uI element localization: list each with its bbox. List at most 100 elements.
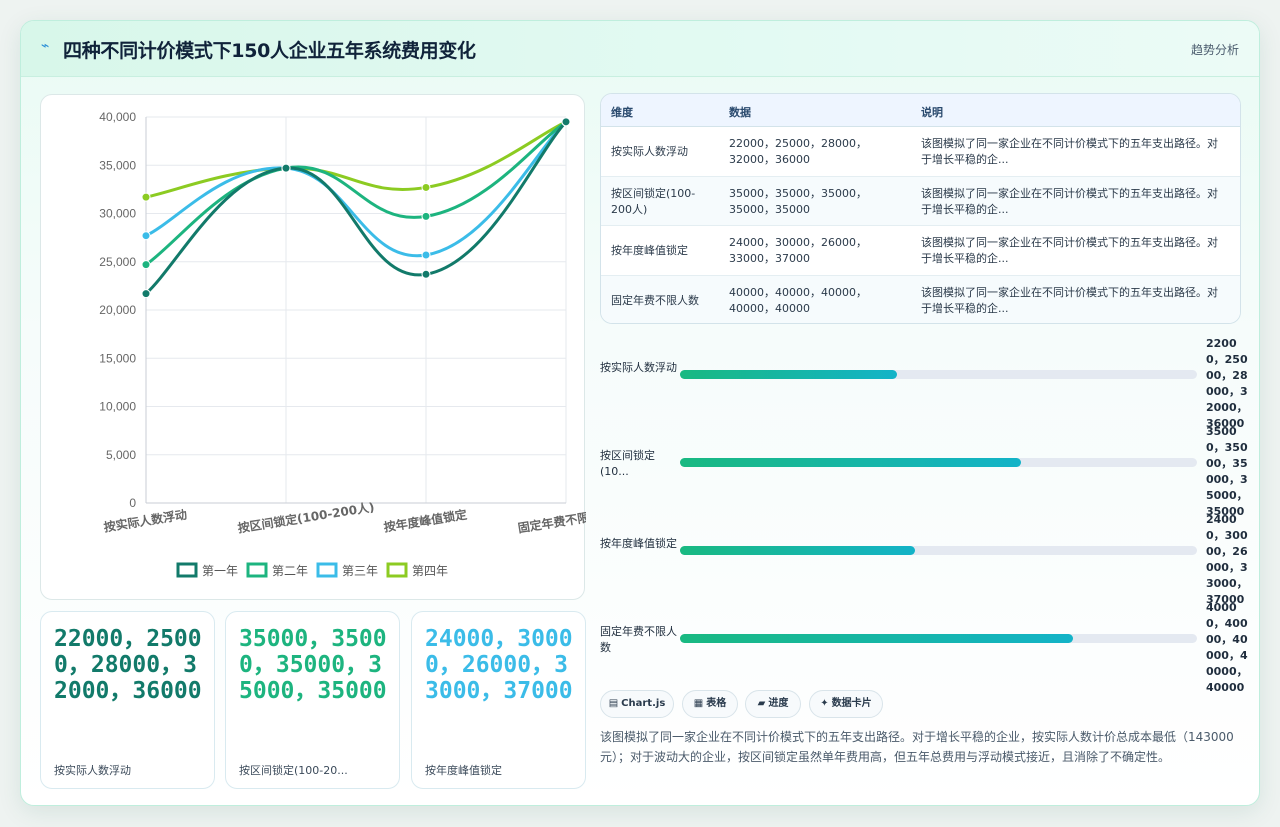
- stat-label: 按实际人数浮动: [54, 764, 131, 777]
- progress-label: 按实际人数浮动: [600, 361, 677, 374]
- stat-card-floating: 22000，25000，28000，32000，36000 按实际人数浮动: [40, 611, 215, 789]
- stat-value: 35000，35000，35000，35000，35000: [239, 626, 387, 704]
- y-tick-label: 35,000: [99, 158, 136, 172]
- data-point: [421, 211, 431, 221]
- page-title: 四种不同计价模式下150人企业五年系统费用变化: [63, 40, 476, 62]
- progress-row: 按年度峰值锁定 24000，30000，26000，33000，37000: [600, 512, 1250, 606]
- chip-label: 进度: [768, 698, 789, 709]
- cell-dimension: 按实际人数浮动: [611, 145, 688, 158]
- y-tick-label: 5,000: [106, 448, 136, 462]
- stat-card-peak-lock: 24000，30000，26000，33000，37000 按年度峰值锁定: [411, 611, 586, 789]
- y-tick-label: 25,000: [99, 255, 136, 269]
- line-chart: 40,000 35,000 30,000 25,000 20,000 15,000 10,0…: [99, 110, 586, 578]
- cell-data: 22000，25000，28000，32000，36000: [729, 137, 867, 166]
- progress-list: 按实际人数浮动 22000，25000，28000，32000，36000 按区…: [600, 336, 1250, 694]
- chip-progress[interactable]: ▰ 进度: [745, 690, 801, 718]
- legend-label: 第三年: [342, 564, 378, 578]
- series-line: [144, 120, 568, 295]
- x-tick-label: 按区间锁定(100-200人): [237, 499, 376, 535]
- progress-fill: [680, 370, 898, 379]
- chip-chartjs[interactable]: ▤ Chart.js: [600, 690, 674, 718]
- cell-description: 该图模拟了同一家企业在不同计价模式下的五年支出路径。对于增长平稳的企...: [921, 137, 1218, 166]
- progress-value: 35000，35000，35000，35000，35000: [1206, 425, 1248, 518]
- stat-label: 按年度峰值锁定: [425, 764, 502, 777]
- legend-swatch: [246, 562, 268, 578]
- series-line: [145, 120, 567, 199]
- table-row: 固定年费不限人数 40000，40000，40000，40000，40000 该…: [601, 275, 1240, 323]
- y-tick-label: 20,000: [99, 303, 136, 317]
- cell-description: 该图模拟了同一家企业在不同计价模式下的五年支出路径。对于增长平稳的企...: [921, 285, 1218, 315]
- progress-row: 固定年费不限人数 40000，40000，40000，40000，40000: [600, 600, 1250, 694]
- progress-track: [680, 370, 1197, 379]
- progress-row: 按实际人数浮动 22000，25000，28000，32000，36000: [600, 336, 1250, 430]
- y-tick-label: 15,000: [99, 351, 136, 365]
- cell-dimension: 按区间锁定(100-200人): [611, 186, 696, 216]
- chip-label: Chart.js: [621, 698, 666, 709]
- progress-track: [680, 458, 1197, 467]
- stat-value: 24000，30000，26000，33000，37000: [425, 626, 573, 704]
- x-tick-label: 按实际人数浮动: [103, 507, 188, 535]
- legend-swatch: [316, 562, 338, 578]
- data-point: [421, 269, 431, 279]
- chip-label: 数据卡片: [831, 698, 872, 709]
- progress-track: [680, 634, 1197, 643]
- table-row: 按年度峰值锁定 24000，30000，26000，33000，37000 该图…: [601, 226, 1240, 276]
- cell-description: 该图模拟了同一家企业在不同计价模式下的五年支出路径。对于增长平稳的企...: [921, 236, 1218, 265]
- column-header-description: 说明: [921, 106, 943, 119]
- data-point: [281, 163, 291, 173]
- line-chart-card: 40,000 35,000 30,000 25,000 20,000 15,000 10,0…: [40, 94, 586, 600]
- dashboard-panel: ⌁ 四种不同计价模式下150人企业五年系统费用变化 趋势分析 40,000 35,…: [20, 20, 1260, 806]
- y-tick-label: 0: [129, 496, 136, 510]
- stat-card-range-lock: 35000，35000，35000，35000，35000 按区间锁定(100-…: [225, 611, 400, 789]
- data-point: [141, 231, 151, 241]
- trend-icon: ⌁: [41, 38, 50, 54]
- chip-data-card[interactable]: ✦ 数据卡片: [809, 690, 883, 718]
- card-icon: ✦: [820, 698, 829, 709]
- legend-swatch: [386, 562, 408, 578]
- table-icon: ▦: [693, 698, 704, 709]
- progress-fill: [680, 634, 1073, 643]
- cell-data: 40000，40000，40000，40000，40000: [729, 285, 867, 315]
- header-bar: ⌁ 四种不同计价模式下150人企业五年系统费用变化 趋势分析: [21, 21, 1259, 77]
- data-point: [421, 182, 431, 192]
- x-tick-label: 按年度峰值锁定: [383, 507, 468, 535]
- x-tick-label: 固定年费不限人数: [517, 505, 586, 535]
- progress-fill: [680, 458, 1022, 467]
- stat-label: 按区间锁定(100-20...: [239, 764, 348, 777]
- progress-label: 按区间锁定(10...: [600, 449, 655, 478]
- progress-value: 22000，25000，28000，32000，36000: [1206, 337, 1248, 430]
- y-tick-label: 10,000: [99, 400, 136, 414]
- cell-dimension: 按年度峰值锁定: [611, 244, 688, 257]
- progress-label: 固定年费不限人数: [600, 625, 677, 654]
- y-tick-label: 30,000: [99, 207, 136, 221]
- column-header-data: 数据: [729, 106, 751, 119]
- chip-label: 表格: [706, 698, 727, 709]
- table-header: 维度 数据 说明: [601, 94, 1240, 127]
- data-point: [421, 250, 431, 260]
- stat-value: 22000，25000，28000，32000，36000: [54, 626, 202, 704]
- data-point: [141, 260, 151, 270]
- table-row: 按区间锁定(100-200人) 35000，35000，35000，35000，…: [601, 176, 1240, 226]
- tab-trend-analysis[interactable]: 趋势分析: [1190, 43, 1239, 57]
- y-tick-label: 40,000: [99, 110, 136, 124]
- progress-row: 按区间锁定(10... 35000，35000，35000，35000，3500…: [600, 424, 1250, 518]
- legend-label: 第二年: [272, 564, 308, 578]
- legend-swatch: [176, 562, 198, 578]
- progress-icon: ▰: [757, 698, 766, 709]
- cell-description: 该图模拟了同一家企业在不同计价模式下的五年支出路径。对于增长平稳的企...: [921, 186, 1218, 216]
- data-point: [141, 192, 151, 202]
- data-table: 维度 数据 说明 按实际人数浮动 22000，25000，28000，32000…: [600, 93, 1241, 324]
- series-line: [145, 120, 567, 266]
- progress-value: 40000，40000，40000，40000，40000: [1206, 601, 1248, 694]
- column-header-dimension: 维度: [611, 106, 633, 119]
- summary-text: 该图模拟了同一家企业在不同计价模式下的五年支出路径。对于增长平稳的企业，按实际人…: [600, 730, 1234, 764]
- cell-data: 35000，35000，35000，35000，35000: [729, 186, 867, 216]
- table-row: 按实际人数浮动 22000，25000，28000，32000，36000 该图…: [601, 127, 1240, 177]
- progress-value: 24000，30000，26000，33000，37000: [1206, 513, 1248, 606]
- chip-table[interactable]: ▦ 表格: [682, 690, 738, 718]
- cell-dimension: 固定年费不限人数: [611, 293, 699, 307]
- legend-label: 第一年: [202, 564, 238, 578]
- cell-data: 24000，30000，26000，33000，37000: [729, 236, 867, 265]
- legend-label: 第四年: [412, 564, 448, 578]
- data-point: [561, 117, 571, 127]
